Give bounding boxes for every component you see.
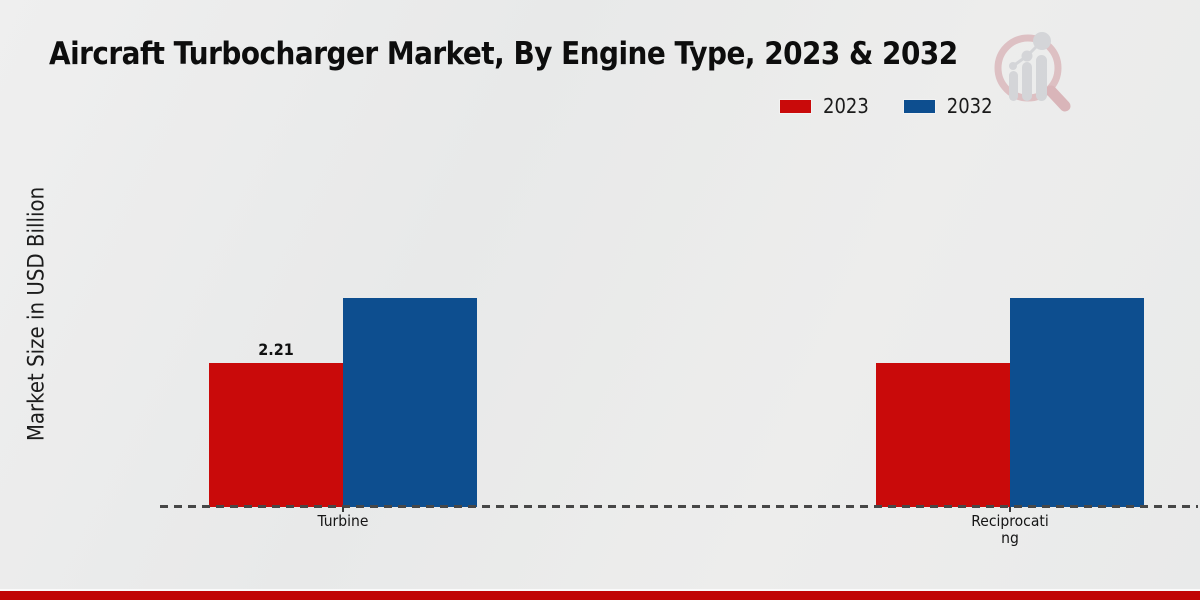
- category-label-reciprocating: Reciprocati ng: [971, 512, 1049, 547]
- legend-label: 2032: [946, 94, 993, 118]
- legend-label: 2023: [823, 94, 869, 118]
- logo-dot-medium: [1021, 50, 1033, 62]
- bar-value-label: 2.21: [258, 340, 294, 359]
- legend-item-2032: 2032: [902, 94, 993, 118]
- logo-bar-small: [1009, 71, 1018, 101]
- footer-accent-bar: [0, 589, 1200, 600]
- category-label-turbine: Turbine: [317, 512, 369, 530]
- logo-dot-small: [1009, 62, 1017, 70]
- legend-swatch-2032: [902, 98, 936, 114]
- logo-dot-large: [1033, 32, 1051, 50]
- bar-2032-turbine: [343, 298, 477, 507]
- logo-bar-medium: [1022, 62, 1032, 101]
- logo-magnifier-handle: [1045, 85, 1071, 112]
- legend-item-2023: 2023: [779, 94, 869, 118]
- legend-swatch-2023: [779, 98, 812, 114]
- chart-title: Aircraft Turbocharger Market, By Engine …: [49, 36, 958, 72]
- x-axis-tick: [1009, 507, 1011, 512]
- bar-2032-reciprocating: [1010, 298, 1144, 507]
- market-research-logo-icon: [994, 32, 1071, 112]
- x-axis-dashed-line: [160, 505, 1198, 508]
- logo-bar-tall: [1036, 55, 1047, 101]
- bar-2023-turbine: [209, 363, 343, 507]
- bar-2023-reciprocating: [876, 363, 1010, 507]
- legend: 2023 2032: [779, 94, 993, 118]
- x-axis-tick: [342, 507, 344, 512]
